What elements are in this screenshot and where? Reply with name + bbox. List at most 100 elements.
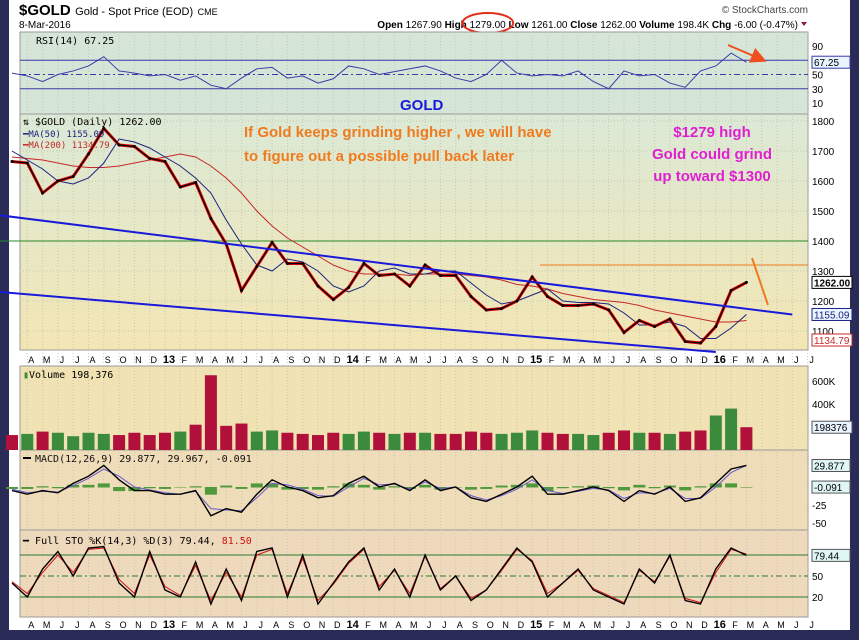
volume-badge-text: 198376: [814, 423, 848, 434]
x-tick-label: D: [334, 355, 341, 365]
macd-badge: [811, 458, 851, 472]
x-tick-label: J: [75, 355, 80, 365]
rsi-tick-label: 30: [812, 85, 824, 96]
macd-histogram-bar: [128, 487, 141, 492]
x-tick-label: A: [457, 355, 463, 365]
high-label: High: [445, 20, 467, 31]
macd-histogram-bar: [204, 487, 217, 495]
price-point: [393, 272, 396, 276]
macd-badge-text: -0.091: [814, 483, 843, 494]
macd-histogram-bar: [342, 483, 355, 488]
price-panel: [19, 113, 809, 351]
macd-histogram-bar: [694, 486, 707, 488]
x-tick-label: J: [442, 355, 447, 365]
volume-bar: [159, 432, 171, 450]
sto-badge: [811, 548, 851, 562]
x-tick-label: A: [212, 355, 218, 365]
macd-histogram-bar: [465, 487, 477, 490]
price-point: [729, 289, 733, 292]
x-tick-label: A: [579, 355, 585, 365]
price-point: [209, 217, 213, 220]
volume-bar: [434, 433, 447, 450]
price-point: [240, 289, 243, 292]
price-point: [683, 340, 687, 343]
x-tick-label: O: [120, 355, 127, 365]
ma200-badge-text: 1134.79: [814, 336, 850, 347]
x-tick-label: J: [626, 355, 631, 365]
x-tick-label: J: [427, 620, 432, 630]
x-tick-label: D: [518, 620, 525, 630]
macd-histogram-bar: [250, 483, 263, 488]
x-tick-label: S: [288, 620, 294, 630]
price-point: [102, 127, 106, 130]
volume-bar: [220, 425, 233, 450]
volume-bar: [648, 432, 661, 450]
x-tick-label: S: [288, 355, 294, 365]
macd-histogram-bar: [633, 484, 646, 488]
x-tick-label: 13: [163, 619, 175, 631]
close-value: 1262.00: [600, 20, 637, 31]
quote-summary: Open 1267.90 High 1279.00 Low 1261.00 Cl…: [377, 20, 798, 31]
price-point: [87, 152, 90, 156]
volume-bar: [495, 433, 508, 450]
x-tick-label: D: [701, 355, 708, 365]
macd-signal-line: [11, 464, 747, 512]
volume-bar: [51, 432, 64, 450]
x-tick-label: 14: [346, 354, 359, 366]
ma50-badge: [811, 307, 853, 321]
chart-date: 8-Mar-2016: [19, 20, 71, 31]
volume-bar: [113, 435, 126, 450]
x-tick-label: M: [226, 620, 234, 630]
volume-bar: [327, 432, 340, 450]
x-tick-label: A: [273, 620, 279, 630]
x-tick-label: J: [809, 620, 814, 630]
x-tick-label: A: [640, 620, 646, 630]
macd-histogram-bar: [709, 483, 722, 488]
open-label: Open: [377, 20, 403, 31]
x-tick-label: J: [794, 355, 799, 365]
x-tick-label: N: [502, 620, 509, 630]
ma50-line: [11, 138, 747, 339]
x-tick-label: F: [365, 620, 371, 630]
volume-bar: [388, 433, 401, 450]
volume-bar: [709, 415, 722, 450]
x-tick-label: A: [763, 355, 769, 365]
macd-tick-label: -25: [812, 501, 827, 512]
close-label: Close: [570, 20, 598, 31]
note-line-1: If Gold keeps grinding higher , we will …: [244, 124, 552, 141]
x-tick-label: J: [610, 355, 615, 365]
ma200-badge: [811, 333, 853, 347]
high-note-line-1: $1279 high: [673, 124, 751, 141]
x-tick-label: M: [747, 355, 755, 365]
price-tick-label: 1400: [812, 237, 835, 248]
sto-title: ━ Full STO %K(14,3) %D(3) 79.44, 81.50: [22, 536, 252, 547]
macd-histogram-bar: [67, 484, 80, 488]
ma50-badge-text: 1155.09: [814, 310, 850, 321]
x-tick-label: D: [150, 620, 157, 630]
x-tick-label: N: [319, 355, 326, 365]
macd-histogram-bar: [143, 487, 156, 489]
macd-histogram-bar: [113, 487, 126, 492]
volume-bar: [740, 427, 753, 450]
sto-k-line: [11, 545, 747, 606]
macd-histogram-bar: [82, 484, 95, 488]
x-tick-label: 15: [530, 619, 542, 631]
rsi-value-badge-text: 67.25: [814, 58, 839, 69]
volume-bar: [618, 430, 630, 450]
volume-bar: [97, 433, 110, 450]
price-tick-label: 1800: [812, 117, 835, 128]
volume-bar: [694, 430, 707, 450]
volume-bar: [82, 432, 95, 450]
volume-bar: [342, 433, 355, 450]
volume-bar: [663, 433, 676, 450]
price-point: [270, 241, 274, 244]
x-tick-label: M: [43, 355, 51, 365]
x-tick-label: N: [686, 620, 693, 630]
low-value: 1261.00: [531, 20, 568, 31]
price-point: [699, 341, 702, 345]
volume-bar: [357, 431, 370, 450]
down-triangle-icon: [801, 22, 807, 26]
volume-bar: [587, 435, 600, 450]
volume-bar: [296, 433, 309, 450]
note-line-2: to figure out a possible pull back later: [244, 148, 514, 165]
